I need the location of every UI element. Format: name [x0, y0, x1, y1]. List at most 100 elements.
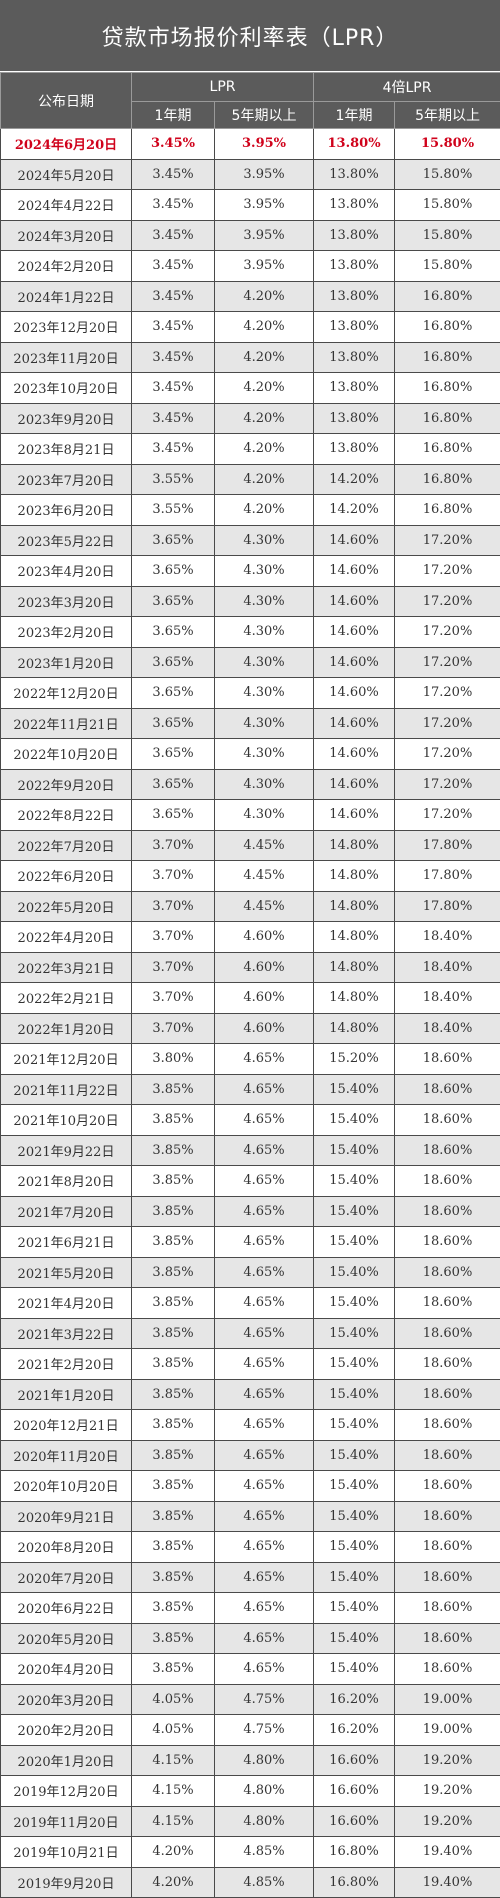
- lpr-5y-cell: 4.65%: [215, 1257, 314, 1288]
- lpr4x-1y-cell: 15.40%: [314, 1318, 395, 1349]
- lpr4x-5y-cell: 19.20%: [395, 1745, 500, 1776]
- lpr4x-1y-cell: 16.60%: [314, 1776, 395, 1807]
- date-cell: 2021年6月21日: [1, 1227, 132, 1258]
- lpr-5y-cell: 4.65%: [215, 1166, 314, 1197]
- lpr4x-1y-cell: 13.80%: [314, 312, 395, 343]
- lpr-5y-cell: 4.65%: [215, 1074, 314, 1105]
- lpr4x-1y-cell: 13.80%: [314, 403, 395, 434]
- lpr-1y-cell: 3.70%: [132, 830, 215, 861]
- lpr-1y-cell: 3.45%: [132, 312, 215, 343]
- date-cell: 2024年6月20日: [1, 129, 132, 160]
- lpr-1y-cell: 3.85%: [132, 1532, 215, 1563]
- lpr-5y-cell: 4.65%: [215, 1105, 314, 1136]
- lpr-5y-cell: 4.75%: [215, 1684, 314, 1715]
- lpr-5y-cell: 4.60%: [215, 983, 314, 1014]
- lpr-1y-cell: 3.85%: [132, 1257, 215, 1288]
- date-cell: 2020年2月20日: [1, 1715, 132, 1746]
- lpr4x-5y-cell: 16.80%: [395, 281, 500, 312]
- lpr4x-5y-cell: 19.00%: [395, 1684, 500, 1715]
- lpr4x-1y-cell: 14.60%: [314, 525, 395, 556]
- lpr4x-1y-cell: 15.40%: [314, 1288, 395, 1319]
- lpr4x-1y-cell: 15.40%: [314, 1562, 395, 1593]
- header-4x-5y: 5年期以上: [395, 102, 500, 129]
- lpr-1y-cell: 3.70%: [132, 952, 215, 983]
- lpr4x-5y-cell: 18.60%: [395, 1257, 500, 1288]
- lpr4x-1y-cell: 13.80%: [314, 281, 395, 312]
- date-cell: 2023年10月20日: [1, 373, 132, 404]
- lpr-5y-cell: 4.45%: [215, 891, 314, 922]
- lpr-1y-cell: 3.85%: [132, 1288, 215, 1319]
- lpr4x-5y-cell: 18.40%: [395, 922, 500, 953]
- lpr-1y-cell: 3.65%: [132, 525, 215, 556]
- lpr-5y-cell: 4.80%: [215, 1745, 314, 1776]
- lpr-5y-cell: 4.65%: [215, 1135, 314, 1166]
- date-cell: 2020年1月20日: [1, 1745, 132, 1776]
- lpr4x-1y-cell: 15.40%: [314, 1501, 395, 1532]
- lpr4x-1y-cell: 15.20%: [314, 1044, 395, 1075]
- lpr-1y-cell: 3.55%: [132, 464, 215, 495]
- lpr-1y-cell: 3.65%: [132, 556, 215, 587]
- date-cell: 2021年2月20日: [1, 1349, 132, 1380]
- lpr4x-1y-cell: 14.60%: [314, 739, 395, 770]
- lpr4x-1y-cell: 16.80%: [314, 1837, 395, 1868]
- lpr-5y-cell: 4.20%: [215, 373, 314, 404]
- date-cell: 2020年9月21日: [1, 1501, 132, 1532]
- lpr4x-5y-cell: 18.60%: [395, 1105, 500, 1136]
- lpr-5y-cell: 3.95%: [215, 129, 314, 160]
- lpr-1y-cell: 3.85%: [132, 1227, 215, 1258]
- lpr-1y-cell: 4.20%: [132, 1837, 215, 1868]
- lpr4x-5y-cell: 19.40%: [395, 1867, 500, 1898]
- lpr-5y-cell: 4.65%: [215, 1501, 314, 1532]
- date-cell: 2024年5月20日: [1, 159, 132, 190]
- lpr-5y-cell: 4.80%: [215, 1806, 314, 1837]
- lpr-1y-cell: 3.45%: [132, 251, 215, 282]
- header-lpr-group: LPR: [132, 73, 314, 102]
- lpr4x-1y-cell: 14.60%: [314, 800, 395, 831]
- lpr4x-1y-cell: 15.40%: [314, 1135, 395, 1166]
- date-cell: 2022年4月20日: [1, 922, 132, 953]
- lpr4x-5y-cell: 17.80%: [395, 861, 500, 892]
- header-date: 公布日期: [1, 73, 132, 129]
- lpr-5y-cell: 4.85%: [215, 1867, 314, 1898]
- lpr-1y-cell: 3.70%: [132, 1013, 215, 1044]
- lpr-5y-cell: 4.60%: [215, 952, 314, 983]
- lpr4x-1y-cell: 15.40%: [314, 1074, 395, 1105]
- lpr-5y-cell: 4.65%: [215, 1196, 314, 1227]
- date-cell: 2020年12月21日: [1, 1410, 132, 1441]
- lpr-1y-cell: 3.85%: [132, 1471, 215, 1502]
- date-cell: 2019年11月20日: [1, 1806, 132, 1837]
- lpr4x-5y-cell: 18.60%: [395, 1318, 500, 1349]
- lpr4x-1y-cell: 14.60%: [314, 617, 395, 648]
- lpr4x-5y-cell: 18.40%: [395, 1013, 500, 1044]
- lpr-table: 公布日期 LPR 4倍LPR 1年期 5年期以上 1年期 5年期以上 2024年…: [0, 72, 500, 1898]
- lpr-1y-cell: 3.65%: [132, 769, 215, 800]
- lpr-5y-cell: 4.30%: [215, 800, 314, 831]
- lpr4x-5y-cell: 15.80%: [395, 251, 500, 282]
- date-cell: 2022年6月20日: [1, 861, 132, 892]
- lpr-5y-cell: 4.30%: [215, 769, 314, 800]
- lpr4x-5y-cell: 18.60%: [395, 1349, 500, 1380]
- date-cell: 2023年9月20日: [1, 403, 132, 434]
- date-cell: 2023年8月21日: [1, 434, 132, 465]
- date-cell: 2022年11月21日: [1, 708, 132, 739]
- lpr4x-1y-cell: 14.60%: [314, 708, 395, 739]
- date-cell: 2022年12月20日: [1, 678, 132, 709]
- lpr-5y-cell: 4.20%: [215, 464, 314, 495]
- lpr-5y-cell: 4.65%: [215, 1440, 314, 1471]
- lpr4x-5y-cell: 18.40%: [395, 983, 500, 1014]
